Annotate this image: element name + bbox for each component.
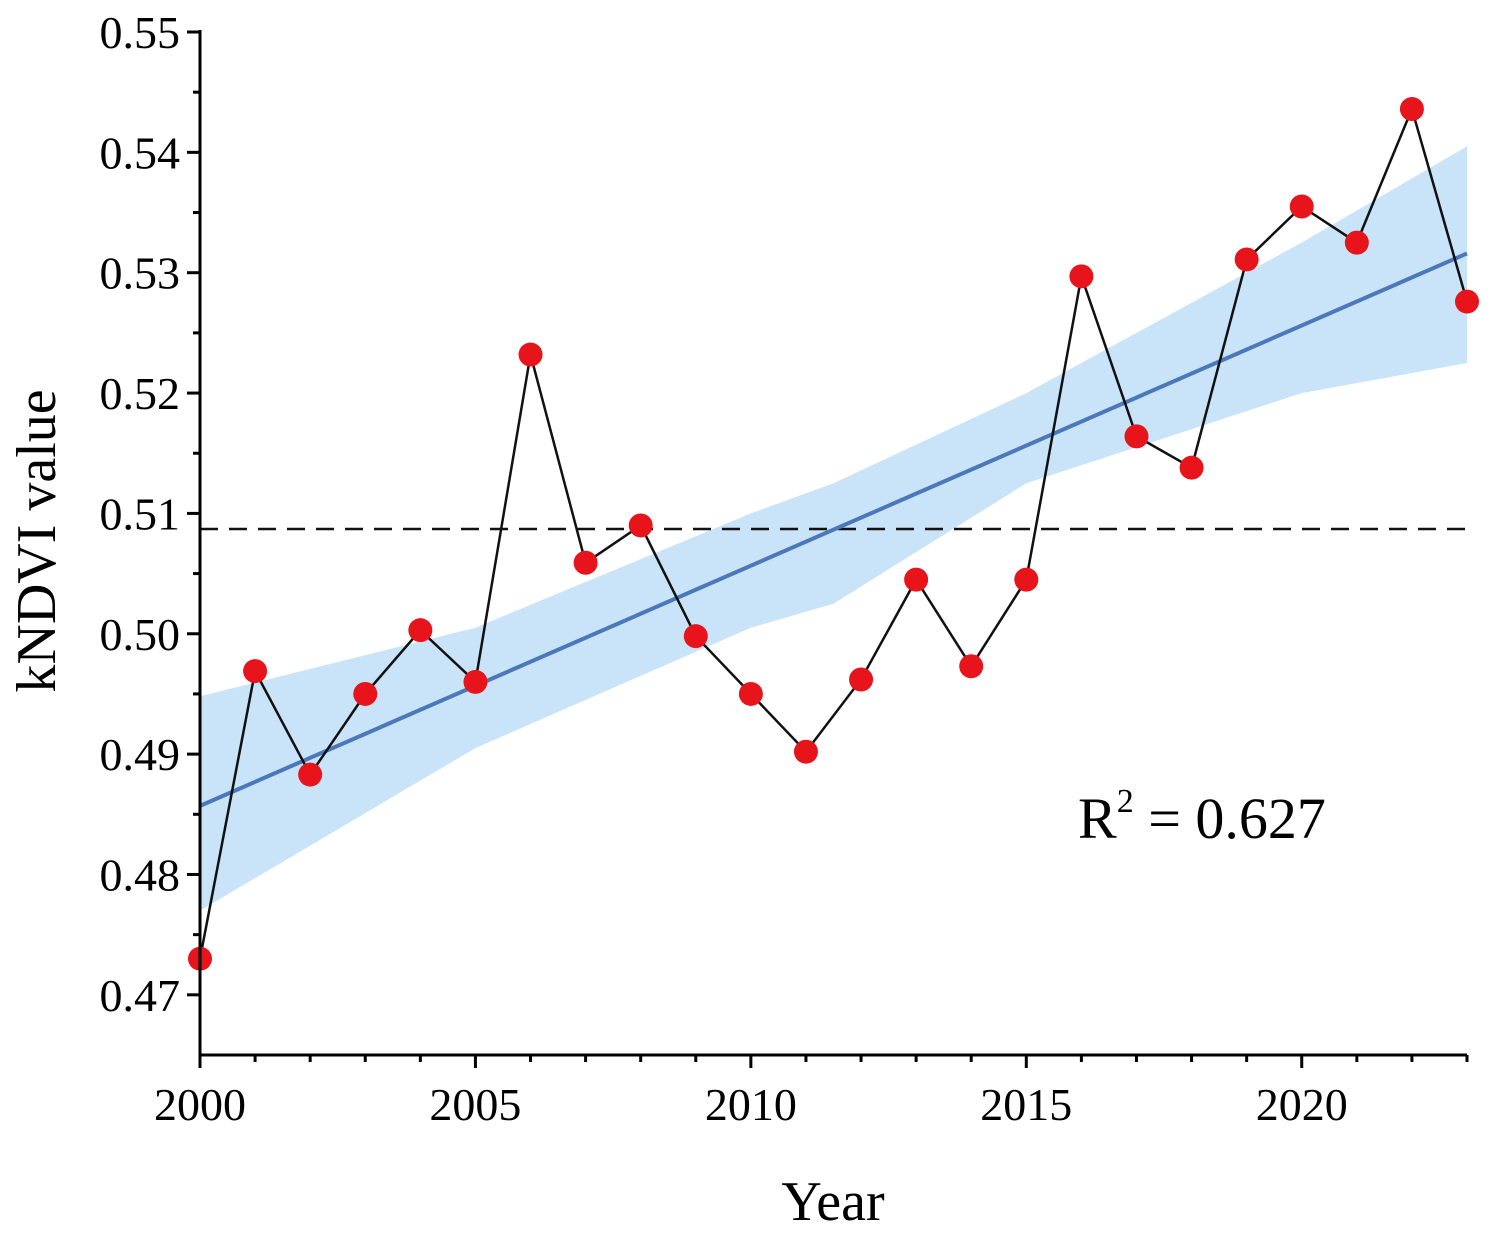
trend-line <box>199 251 1468 808</box>
trend-line-layer <box>199 251 1468 808</box>
r-squared-annotation: R2 = 0.627 <box>1078 783 1326 851</box>
data-point <box>463 669 488 694</box>
data-point <box>1234 247 1259 272</box>
data-point <box>1179 455 1204 480</box>
r-squared-superscript: 2 <box>1117 783 1134 820</box>
data-point <box>683 624 708 649</box>
data-point <box>793 739 818 764</box>
r-squared-value: = 0.627 <box>1134 786 1326 851</box>
x-tick-label: 2020 <box>1256 1079 1348 1130</box>
data-point <box>353 681 378 706</box>
series-layer <box>188 97 1479 971</box>
tick-label-layer: 0.47 0.48 0.49 0.50 0.51 0.52 0.53 0.54 0.55 2000… <box>100 7 1348 1130</box>
y-tick-label: 0.55 <box>100 7 181 58</box>
data-point <box>298 762 323 787</box>
data-point <box>1399 97 1424 122</box>
data-point <box>959 654 984 679</box>
data-point <box>849 667 874 692</box>
y-tick-label: 0.47 <box>100 970 181 1021</box>
y-tick-label: 0.52 <box>100 368 181 419</box>
data-point <box>1069 264 1094 289</box>
x-tick-label: 2005 <box>429 1079 521 1130</box>
y-tick-label: 0.49 <box>100 729 181 780</box>
data-point <box>573 550 598 575</box>
y-tick-label: 0.48 <box>100 849 181 900</box>
data-point <box>904 567 929 592</box>
data-point <box>738 681 763 706</box>
data-point <box>1289 194 1314 219</box>
x-tick-label: 2015 <box>980 1079 1072 1130</box>
y-tick-label: 0.51 <box>100 488 181 539</box>
data-point <box>1124 424 1149 449</box>
data-point <box>518 342 543 367</box>
y-axis-title: kNDVI value <box>6 389 68 692</box>
y-tick-label: 0.53 <box>100 248 181 299</box>
y-tick-label: 0.54 <box>100 127 181 178</box>
data-point <box>1455 289 1479 314</box>
series-line <box>198 105 1469 959</box>
x-tick-label: 2000 <box>154 1079 246 1130</box>
data-point <box>628 513 653 538</box>
data-point <box>1344 230 1369 255</box>
x-axis-title: Year <box>781 1171 885 1233</box>
y-tick-label: 0.50 <box>100 609 181 660</box>
data-point <box>408 618 433 643</box>
r-squared-base: R <box>1078 786 1117 851</box>
data-point <box>1014 567 1039 592</box>
data-point <box>243 659 268 684</box>
x-tick-label: 2010 <box>705 1079 797 1130</box>
axes-layer <box>187 30 1469 1068</box>
